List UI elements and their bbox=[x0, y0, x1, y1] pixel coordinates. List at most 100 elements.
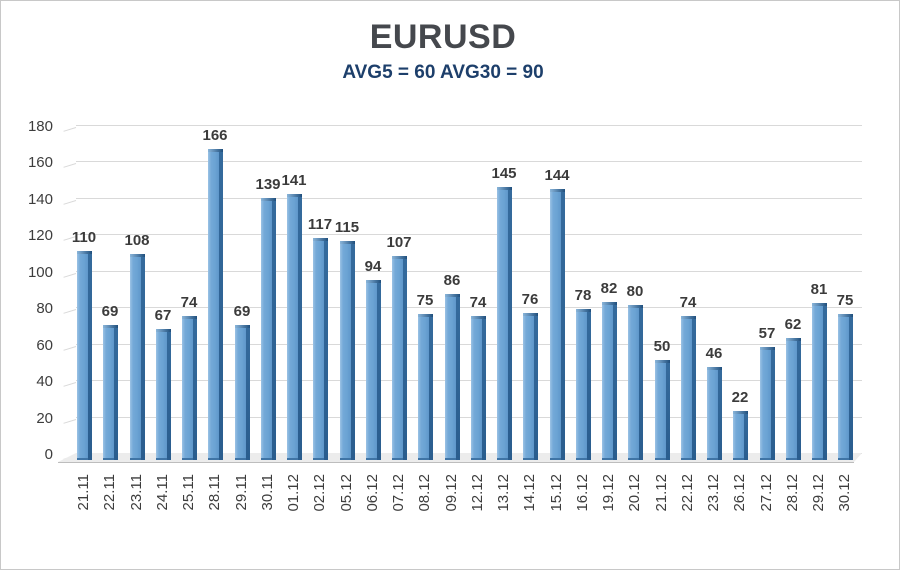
bar-front-face bbox=[235, 325, 246, 460]
bar-top-cap bbox=[208, 149, 223, 152]
gridline bbox=[76, 380, 862, 381]
bar-front-face bbox=[471, 316, 482, 460]
bar bbox=[182, 316, 197, 460]
bar-top-cap bbox=[471, 316, 486, 319]
bar-top-cap bbox=[392, 256, 407, 259]
bar-front-face bbox=[340, 241, 351, 460]
gridline-tick bbox=[63, 200, 77, 205]
x-axis-label: 06.12 bbox=[364, 474, 381, 512]
bar-value-label: 86 bbox=[443, 272, 461, 289]
chart-floor bbox=[58, 453, 862, 462]
bar-value-label: 81 bbox=[810, 281, 828, 298]
bar-side-face bbox=[666, 360, 670, 460]
bar-side-face bbox=[508, 187, 512, 460]
x-axis-label: 26.12 bbox=[731, 474, 748, 512]
bar bbox=[287, 194, 302, 460]
x-axis-label: 24.11 bbox=[154, 474, 171, 511]
bar-value-label: 22 bbox=[731, 389, 749, 406]
bar bbox=[156, 329, 171, 460]
bar-value-label: 69 bbox=[101, 303, 119, 320]
bar-top-cap bbox=[235, 325, 250, 328]
bar-side-face bbox=[639, 305, 643, 460]
bar-top-cap bbox=[287, 194, 302, 197]
bar bbox=[523, 313, 538, 460]
bar-front-face bbox=[760, 347, 771, 460]
gridline-tick bbox=[63, 382, 77, 387]
bar-top-cap bbox=[576, 309, 591, 312]
y-axis-label: 20 bbox=[36, 410, 53, 427]
bar-side-face bbox=[561, 189, 565, 460]
gridline-tick bbox=[63, 163, 77, 168]
bar bbox=[340, 241, 355, 460]
bar-value-label: 108 bbox=[124, 232, 150, 249]
bar-front-face bbox=[786, 338, 797, 460]
bar-top-cap bbox=[838, 314, 853, 317]
bar-top-cap bbox=[707, 367, 722, 370]
bar-front-face bbox=[130, 254, 141, 460]
bar bbox=[235, 325, 250, 460]
bar bbox=[103, 325, 118, 460]
bar-front-face bbox=[576, 309, 587, 460]
bar bbox=[550, 189, 565, 460]
gridline bbox=[76, 125, 862, 126]
gridline-tick bbox=[63, 127, 77, 132]
bar-side-face bbox=[246, 325, 250, 460]
bar bbox=[392, 256, 407, 460]
bar-top-cap bbox=[103, 325, 118, 328]
bar-top-cap bbox=[182, 316, 197, 319]
bar-side-face bbox=[377, 280, 381, 460]
bar-side-face bbox=[219, 149, 223, 460]
bar-side-face bbox=[744, 411, 748, 460]
bar-side-face bbox=[167, 329, 171, 460]
gridline bbox=[76, 307, 862, 308]
gridline bbox=[76, 161, 862, 162]
bar-side-face bbox=[587, 309, 591, 460]
bar-front-face bbox=[602, 302, 613, 460]
bar-top-cap bbox=[812, 303, 827, 306]
bar-top-cap bbox=[523, 313, 538, 316]
bar-side-face bbox=[613, 302, 617, 460]
bar-front-face bbox=[655, 360, 666, 460]
bar-side-face bbox=[114, 325, 118, 460]
bar bbox=[445, 294, 460, 460]
x-axis-label: 22.11 bbox=[101, 474, 118, 511]
bar-value-label: 117 bbox=[307, 216, 333, 233]
bar-front-face bbox=[156, 329, 167, 460]
y-axis-label: 120 bbox=[27, 227, 53, 244]
bar-top-cap bbox=[733, 411, 748, 414]
bar bbox=[707, 367, 722, 460]
x-axis-label: 22.12 bbox=[679, 474, 696, 512]
x-axis-label: 20.12 bbox=[626, 474, 643, 512]
bar-top-cap bbox=[655, 360, 670, 363]
bar-front-face bbox=[681, 316, 692, 460]
gridline-tick bbox=[63, 419, 77, 424]
bar-value-label: 74 bbox=[679, 294, 697, 311]
bar-side-face bbox=[849, 314, 853, 460]
bar-value-label: 76 bbox=[521, 291, 539, 308]
bar bbox=[497, 187, 512, 460]
bar-front-face bbox=[313, 238, 324, 460]
x-axis-label: 29.11 bbox=[233, 474, 250, 511]
bar-front-face bbox=[208, 149, 219, 460]
gridline bbox=[76, 234, 862, 235]
x-axis-label: 23.11 bbox=[128, 474, 145, 511]
bar bbox=[812, 303, 827, 460]
bar-top-cap bbox=[681, 316, 696, 319]
bar-front-face bbox=[523, 313, 534, 460]
bar-top-cap bbox=[550, 189, 565, 192]
bar-front-face bbox=[445, 294, 456, 460]
bar bbox=[628, 305, 643, 460]
bar bbox=[313, 238, 328, 460]
gridline bbox=[76, 344, 862, 345]
bar-top-cap bbox=[130, 254, 145, 257]
x-axis-label: 21.12 bbox=[653, 474, 670, 512]
bar-front-face bbox=[287, 194, 298, 460]
bar-side-face bbox=[797, 338, 801, 460]
gridline bbox=[76, 271, 862, 272]
x-axis-label: 13.12 bbox=[495, 474, 512, 512]
bar-value-label: 46 bbox=[705, 345, 723, 362]
x-axis-label: 25.11 bbox=[180, 474, 197, 511]
bar-top-cap bbox=[628, 305, 643, 308]
